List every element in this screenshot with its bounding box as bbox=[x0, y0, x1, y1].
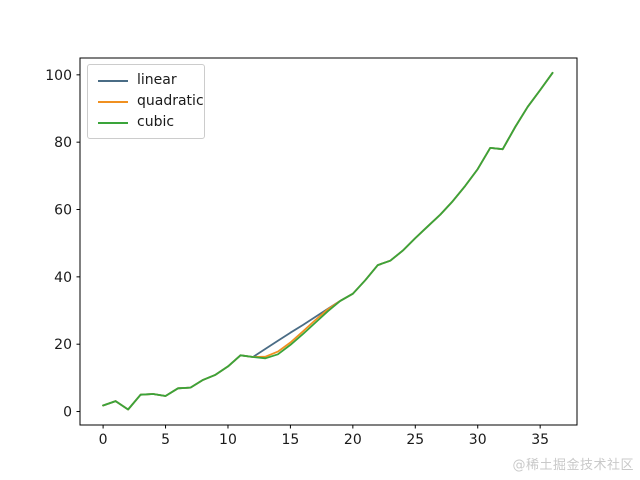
y-tick-label: 100 bbox=[45, 68, 72, 84]
legend-item-quadratic: quadratic bbox=[98, 91, 204, 112]
legend-label: cubic bbox=[137, 114, 175, 130]
x-tick-label: 10 bbox=[219, 432, 237, 448]
legend-item-linear: linear bbox=[98, 70, 196, 91]
x-tick-label: 35 bbox=[531, 432, 549, 448]
x-tick-label: 20 bbox=[344, 432, 362, 448]
x-tick-label: 30 bbox=[469, 432, 487, 448]
legend-swatch-cubic bbox=[98, 121, 128, 124]
x-tick-label: 15 bbox=[281, 432, 299, 448]
y-tick-label: 40 bbox=[54, 270, 72, 286]
x-tick-label: 0 bbox=[99, 432, 108, 448]
x-tick-label: 25 bbox=[406, 432, 424, 448]
legend-label: quadratic bbox=[137, 93, 204, 109]
y-tick-label: 60 bbox=[54, 203, 72, 219]
watermark: @稀土掘金技术社区 bbox=[512, 458, 634, 473]
y-tick-label: 20 bbox=[54, 337, 72, 353]
y-tick-label: 0 bbox=[63, 405, 72, 421]
legend-swatch-quadratic bbox=[98, 100, 128, 103]
series-line-cubic bbox=[102, 71, 554, 411]
legend-swatch-linear bbox=[98, 79, 128, 82]
y-tick-label: 80 bbox=[54, 135, 72, 151]
x-tick-label: 5 bbox=[161, 432, 170, 448]
legend-item-cubic: cubic bbox=[98, 112, 196, 133]
legend-label: linear bbox=[137, 72, 177, 88]
legend: linear quadratic cubic bbox=[87, 64, 205, 139]
